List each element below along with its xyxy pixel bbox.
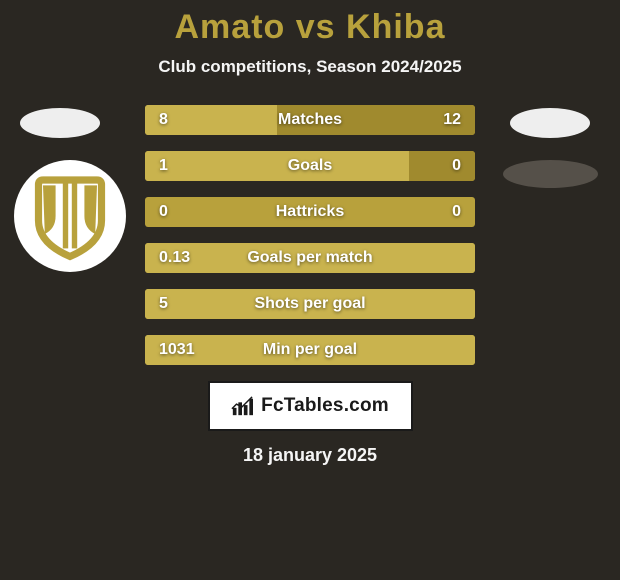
comparison-row: Matches812 [145, 105, 475, 135]
bar-fill-left [145, 151, 409, 181]
bar-fill-left [145, 105, 277, 135]
club-badge-right-placeholder [503, 160, 598, 188]
bar-label: Hattricks [145, 197, 475, 227]
avatar-placeholder-right [510, 108, 590, 138]
avatar-placeholder-left [20, 108, 100, 138]
title-player-left: Amato [175, 8, 286, 46]
comparison-row: Hattricks0 0 [145, 197, 475, 227]
bar-fill-left [145, 243, 475, 273]
root: Amato vs Khiba Club competitions, Season… [0, 0, 620, 466]
subtitle: Club competitions, Season 2024/2025 [0, 57, 620, 77]
club-badge-left-icon [25, 171, 115, 261]
bar-fill-right [277, 105, 475, 135]
bar-fill-left [145, 289, 475, 319]
title-player-right: Khiba [346, 8, 445, 46]
bar-value-left: 0 [159, 197, 168, 227]
comparison-row: Goals10 [145, 151, 475, 181]
comparison-bars: Matches812 Goals10 Hattricks0 0 Goals per ma… [145, 105, 475, 365]
bar-fill-left [145, 335, 475, 365]
comparison-row: Goals per match0.13 [145, 243, 475, 273]
page-title: Amato vs Khiba [0, 8, 620, 47]
main-area: Matches812 Goals10 Hattricks0 0 Goals per ma… [0, 105, 620, 365]
comparison-row: Min per goal1031 [145, 335, 475, 365]
date-text: 18 january 2025 [0, 445, 620, 466]
branding-badge: FcTables.com [208, 381, 413, 431]
bar-chart-icon [231, 395, 253, 417]
bar-fill-right [409, 151, 475, 181]
title-vs: vs [296, 8, 336, 46]
club-badge-left [14, 160, 126, 272]
comparison-row: Shots per goal5 [145, 289, 475, 319]
bar-value-right: 0 [452, 197, 461, 227]
branding-text: FcTables.com [261, 395, 389, 417]
